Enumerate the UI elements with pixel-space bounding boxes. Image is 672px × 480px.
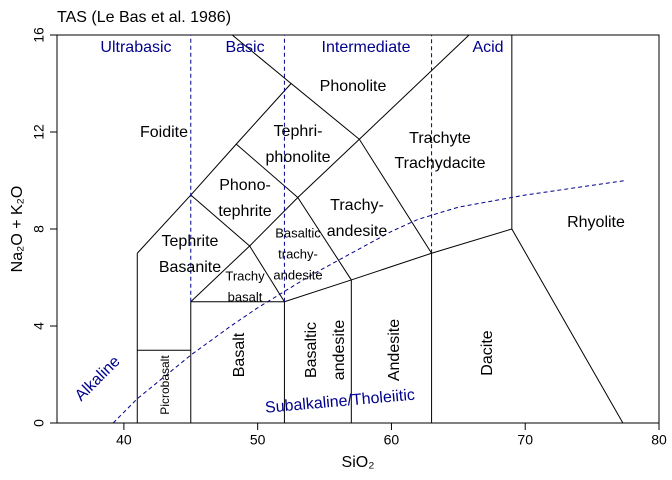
field-label: Tephri- <box>274 123 323 140</box>
group-label: Subalkaline/Tholeiitic <box>264 387 415 417</box>
field-label: Trachy- <box>330 197 384 214</box>
group-label: Alkaline <box>72 353 124 405</box>
field-label: Basanite <box>159 259 221 276</box>
y-tick-label: 16 <box>31 27 47 43</box>
field-label: andesite <box>327 223 388 240</box>
group-label: Basic <box>225 39 264 56</box>
field-boundary <box>190 194 250 247</box>
field-label: Rhyolite <box>567 214 625 231</box>
field-label: Basaltic <box>275 225 321 240</box>
field-label: Phonolite <box>320 78 387 95</box>
y-axis-label: Na₂O + K₂O <box>9 186 26 273</box>
x-tick-label: 40 <box>116 432 132 448</box>
x-tick-label: 80 <box>651 432 667 448</box>
field-label: Trachyte <box>409 130 471 147</box>
field-label: basalt <box>228 289 263 304</box>
y-tick-label: 0 <box>31 419 47 427</box>
field-label: Trachydacite <box>395 155 486 172</box>
field-boundary <box>297 197 352 281</box>
field-label: Basaltic <box>303 322 320 378</box>
y-tick-label: 4 <box>31 322 47 330</box>
group-label: Ultrabasic <box>100 39 171 56</box>
field-label: phonolite <box>266 149 331 166</box>
field-label: Trachy <box>225 268 265 283</box>
field-label: andesite <box>331 320 348 381</box>
field-label: Dacite <box>479 330 496 375</box>
field-label: Andesite <box>386 319 403 381</box>
group-label: Acid <box>472 39 503 56</box>
x-tick-label: 60 <box>384 432 400 448</box>
field-boundary <box>136 82 433 254</box>
field-label: Basalt <box>231 332 248 377</box>
field-boundary <box>358 34 470 140</box>
field-label: Phono- <box>219 177 271 194</box>
x-tick-label: 50 <box>250 432 266 448</box>
x-tick-label: 70 <box>517 432 533 448</box>
field-boundary <box>235 143 299 198</box>
x-axis-label: SiO₂ <box>342 454 375 471</box>
group-label: Intermediate <box>322 39 411 56</box>
field-boundary <box>249 245 285 303</box>
chart-title: TAS (Le Bas et al. 1986) <box>57 9 231 26</box>
field-label: Tephrite <box>162 233 219 250</box>
field-label: Foidite <box>140 124 188 141</box>
field-label: Picrobasalt <box>158 355 172 415</box>
division-line <box>112 180 626 424</box>
field-label: andesite <box>273 267 322 282</box>
field-boundary <box>190 138 360 303</box>
y-tick-label: 12 <box>31 124 47 140</box>
field-label: tephrite <box>218 203 271 220</box>
field-boundary <box>231 34 292 84</box>
field-boundary <box>511 228 624 424</box>
y-tick-label: 8 <box>31 225 47 233</box>
field-label: trachy- <box>278 246 318 261</box>
